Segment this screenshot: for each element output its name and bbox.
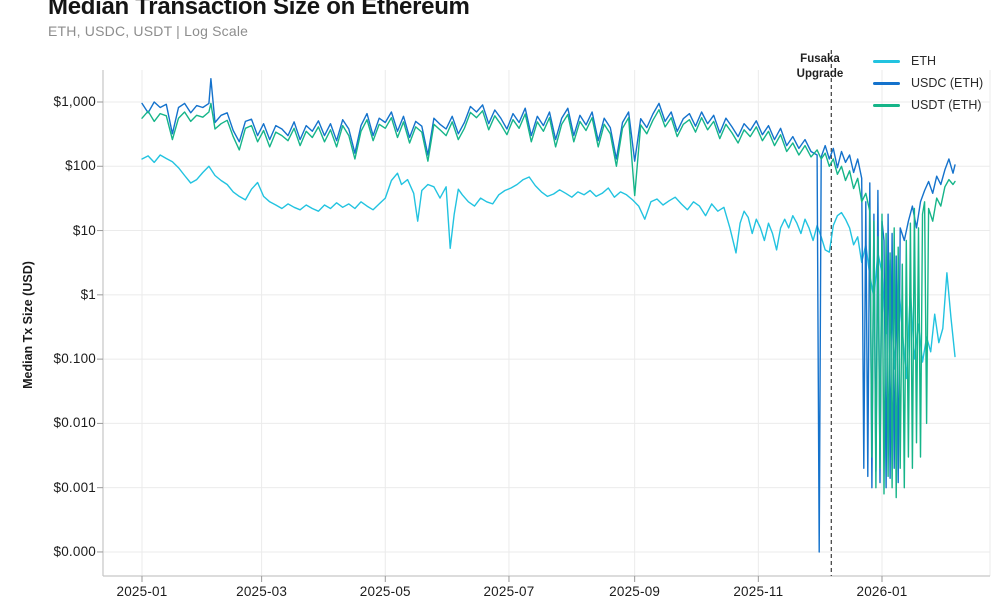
fusaka-upgrade-annotation: Fusaka Upgrade [775,52,865,82]
y-tick-label: $10 [72,222,96,238]
y-tick-label: $0.001 [53,479,96,495]
annotation-line2: Upgrade [796,68,844,80]
legend-item-usdc: USDC (ETH) [873,72,983,94]
chart-title: Median Transaction Size on Ethereum [48,0,470,20]
eth-line-swatch [873,59,900,63]
series-line-usdc-eth [141,78,956,553]
series-line-usdt-eth [141,102,956,499]
series-line-eth [141,154,956,380]
annotation-line1: Fusaka [800,53,840,65]
x-tick-label: 2026-01 [856,584,908,599]
y-tick-label: $100 [65,158,96,174]
x-tick-label: 2025-09 [609,584,661,599]
usdc-line-swatch [873,81,900,85]
legend-item-eth: ETH [873,50,983,72]
x-tick-label: 2025-07 [483,584,535,599]
legend-label-usdc: USDC (ETH) [911,76,984,90]
y-tick-label: $0.010 [53,415,96,431]
x-tick-label: 2025-05 [359,584,411,599]
x-tick-label: 2025-03 [236,584,288,599]
y-axis-label: Median Tx Size (USD) [21,261,35,389]
x-tick-label: 2025-01 [116,584,168,599]
legend: ETH USDC (ETH) USDT (ETH) [873,50,983,116]
legend-label-eth: ETH [911,54,936,68]
y-tick-label: $1,000 [53,94,96,109]
y-tick-label: $0.100 [53,351,96,367]
legend-item-usdt: USDT (ETH) [873,94,983,116]
chart-subtitle: ETH, USDC, USDT | Log Scale [48,23,249,39]
y-tick-label: $0.000 [53,543,96,559]
x-tick-label: 2025-11 [733,584,784,599]
legend-label-usdt: USDT (ETH) [911,98,982,112]
y-tick-label: $1 [80,286,96,302]
usdt-line-swatch [873,103,900,107]
